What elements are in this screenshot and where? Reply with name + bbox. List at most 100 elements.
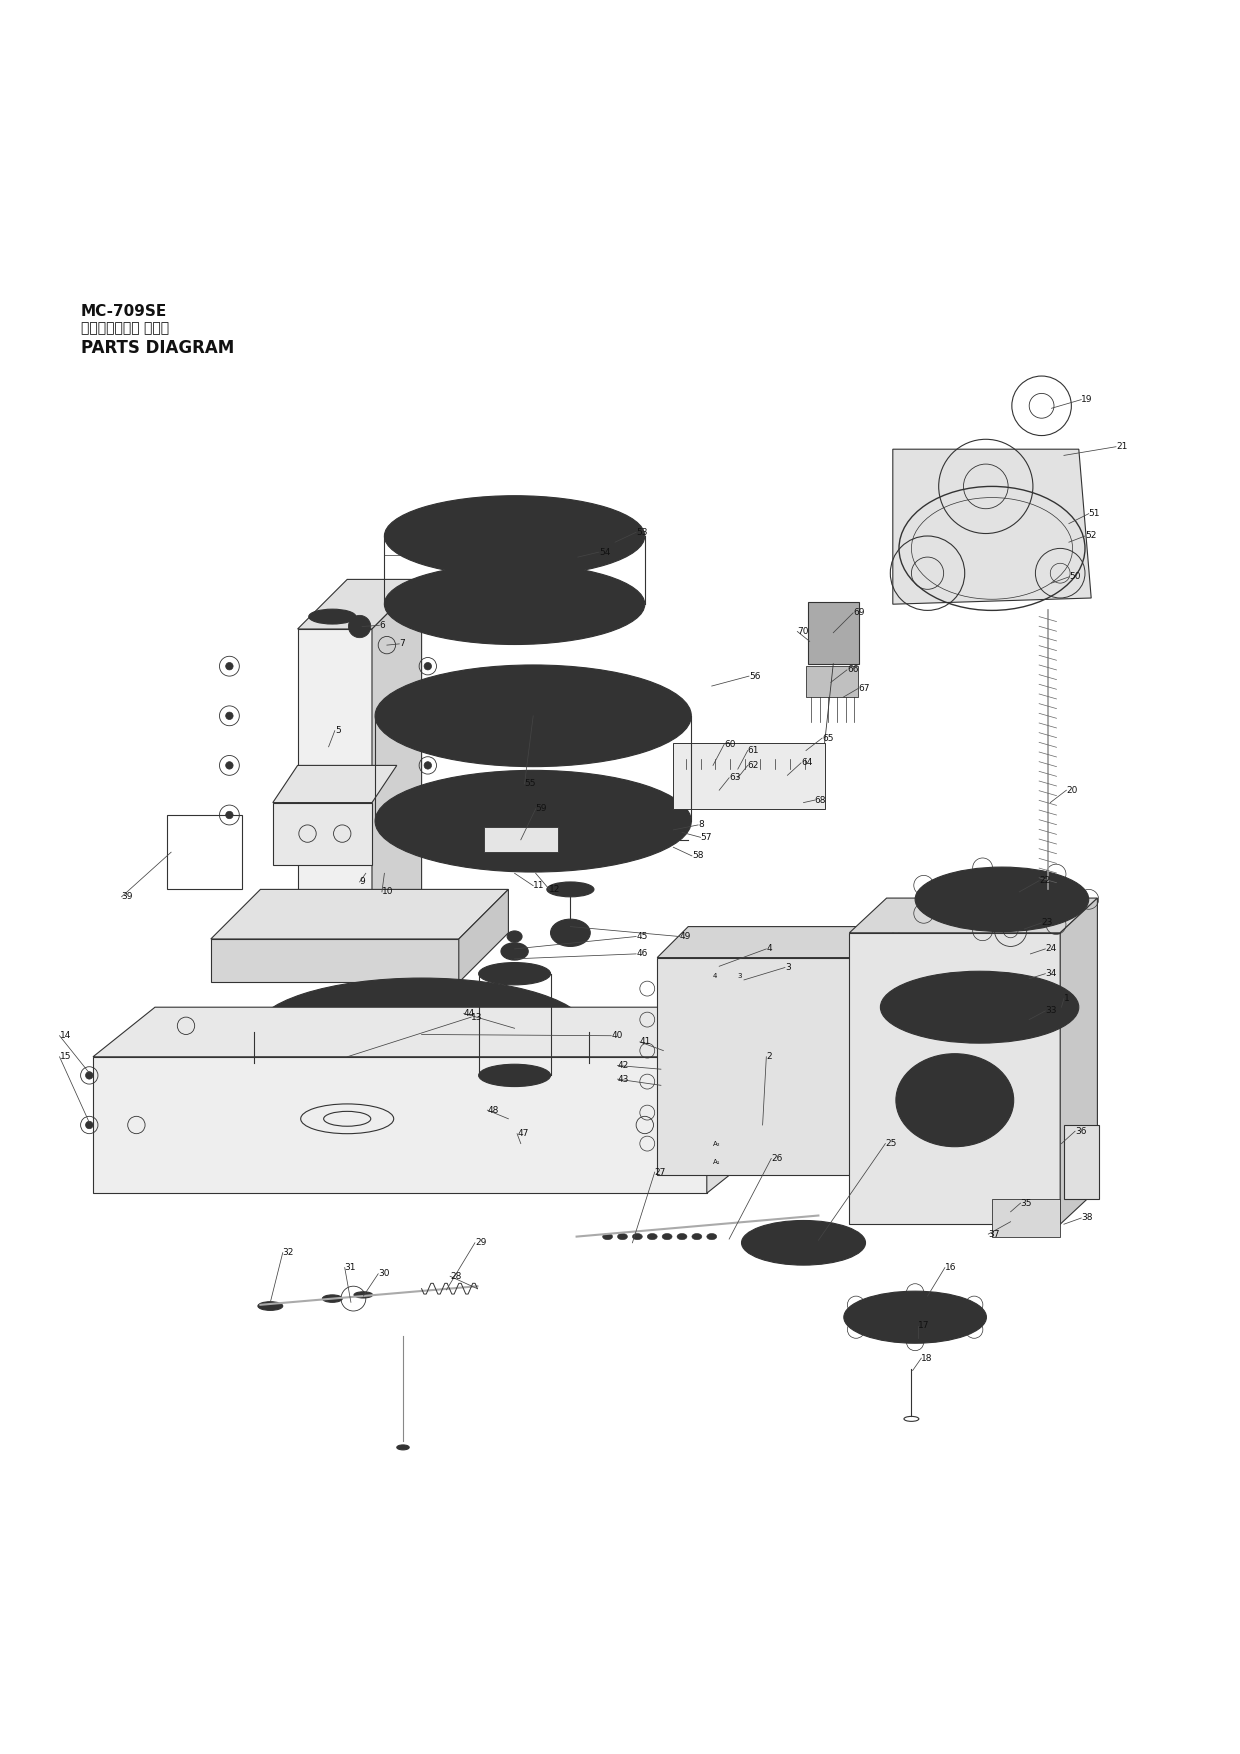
Text: 50: 50 — [1069, 572, 1080, 581]
Text: 63: 63 — [729, 774, 740, 782]
Ellipse shape — [322, 1294, 342, 1301]
Circle shape — [348, 616, 371, 638]
Text: 47: 47 — [517, 1130, 528, 1138]
Text: 62: 62 — [748, 761, 759, 770]
Text: 36: 36 — [1075, 1126, 1086, 1135]
Text: 52: 52 — [1085, 531, 1096, 540]
Text: 57: 57 — [701, 833, 712, 842]
Text: 65: 65 — [822, 733, 833, 742]
Polygon shape — [657, 958, 868, 1175]
Text: 56: 56 — [749, 672, 760, 681]
Polygon shape — [657, 926, 899, 958]
Ellipse shape — [501, 942, 528, 959]
Text: 64: 64 — [801, 758, 812, 768]
Text: 69: 69 — [853, 609, 864, 617]
Text: 33: 33 — [1045, 1007, 1056, 1016]
Circle shape — [424, 712, 432, 719]
Text: 15: 15 — [60, 1052, 71, 1061]
Ellipse shape — [647, 1233, 657, 1240]
Text: 55: 55 — [525, 779, 536, 789]
Text: 4: 4 — [713, 973, 718, 979]
Text: 20: 20 — [1066, 786, 1078, 795]
Text: 9: 9 — [360, 877, 366, 886]
Polygon shape — [298, 579, 422, 630]
Polygon shape — [372, 579, 422, 938]
Ellipse shape — [273, 984, 570, 1080]
Ellipse shape — [915, 866, 1089, 931]
Text: 43: 43 — [618, 1075, 629, 1084]
Ellipse shape — [707, 1233, 717, 1240]
Polygon shape — [211, 938, 459, 982]
Text: 6: 6 — [379, 621, 386, 630]
Polygon shape — [992, 1200, 1060, 1237]
Text: 8: 8 — [698, 821, 704, 830]
Ellipse shape — [374, 665, 692, 766]
Ellipse shape — [880, 972, 1079, 1044]
Ellipse shape — [384, 563, 645, 644]
Polygon shape — [868, 926, 899, 1175]
Text: PARTS DIAGRAM: PARTS DIAGRAM — [81, 339, 234, 356]
Polygon shape — [273, 803, 372, 865]
Text: 70: 70 — [797, 626, 808, 637]
Ellipse shape — [397, 1445, 409, 1451]
Text: 38: 38 — [1081, 1214, 1092, 1223]
Text: 48: 48 — [487, 1105, 498, 1114]
Text: 49: 49 — [680, 931, 691, 940]
Text: 10: 10 — [382, 888, 393, 896]
Text: 12: 12 — [549, 886, 560, 895]
Text: 58: 58 — [692, 851, 703, 861]
Ellipse shape — [551, 919, 590, 947]
Text: 22: 22 — [1039, 877, 1050, 886]
Polygon shape — [211, 889, 508, 938]
Text: 66: 66 — [847, 665, 858, 675]
Ellipse shape — [911, 1066, 998, 1135]
Text: 11: 11 — [533, 881, 544, 891]
Ellipse shape — [309, 609, 356, 624]
Text: 25: 25 — [885, 1138, 897, 1149]
Text: 53: 53 — [636, 528, 647, 537]
Ellipse shape — [392, 670, 675, 761]
Ellipse shape — [258, 1301, 283, 1310]
Text: 61: 61 — [748, 745, 759, 754]
Ellipse shape — [742, 1221, 866, 1265]
Circle shape — [424, 761, 432, 768]
Ellipse shape — [603, 1233, 613, 1240]
Text: 46: 46 — [636, 949, 647, 958]
Ellipse shape — [374, 770, 692, 872]
Text: 51: 51 — [1089, 509, 1100, 517]
Ellipse shape — [632, 1233, 642, 1240]
Text: 27: 27 — [655, 1168, 666, 1177]
Text: 28: 28 — [450, 1272, 461, 1280]
Text: 35: 35 — [1021, 1198, 1032, 1207]
Ellipse shape — [895, 1054, 1014, 1147]
Text: 39: 39 — [122, 893, 133, 902]
Polygon shape — [273, 765, 397, 803]
Polygon shape — [808, 602, 859, 663]
Ellipse shape — [355, 1291, 372, 1298]
Text: 16: 16 — [945, 1263, 956, 1272]
Text: 42: 42 — [618, 1061, 629, 1070]
Text: 23: 23 — [1042, 919, 1053, 928]
Circle shape — [86, 1121, 93, 1130]
Text: 32: 32 — [283, 1249, 294, 1258]
Ellipse shape — [547, 882, 594, 896]
Text: 18: 18 — [921, 1354, 932, 1363]
Text: 41: 41 — [640, 1037, 651, 1047]
Text: 專利微調屁冰機 零件圖: 專利微調屁冰機 零件圖 — [81, 321, 169, 335]
Ellipse shape — [692, 1233, 702, 1240]
Circle shape — [86, 1072, 93, 1079]
Polygon shape — [484, 828, 558, 852]
Text: 68: 68 — [815, 796, 826, 805]
Polygon shape — [806, 667, 858, 696]
Text: 5: 5 — [335, 726, 341, 735]
Text: MC-709SE: MC-709SE — [81, 303, 167, 319]
Circle shape — [226, 712, 233, 719]
Ellipse shape — [618, 1233, 627, 1240]
Ellipse shape — [254, 1009, 589, 1117]
Ellipse shape — [254, 979, 589, 1086]
Text: 3: 3 — [738, 973, 743, 979]
Text: 37: 37 — [988, 1230, 999, 1238]
Polygon shape — [93, 1058, 707, 1193]
Polygon shape — [459, 889, 508, 982]
Ellipse shape — [507, 931, 522, 942]
